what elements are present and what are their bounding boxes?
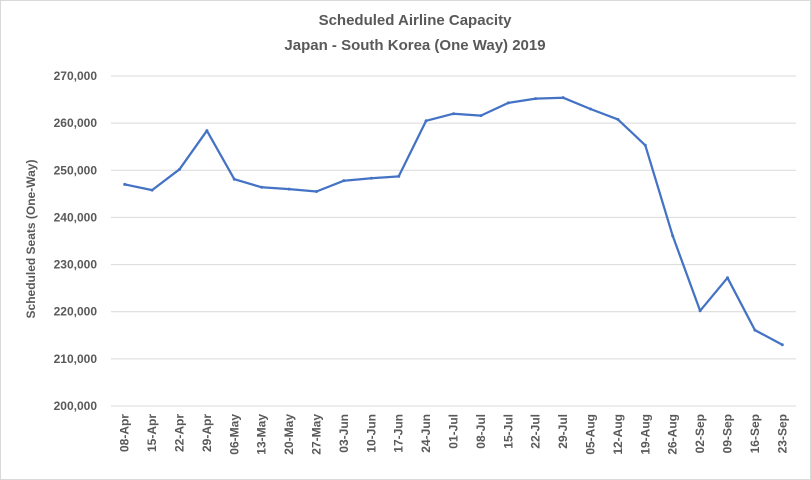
data-point	[780, 343, 784, 347]
x-tick-label: 05-Aug	[584, 414, 598, 455]
data-point	[123, 182, 127, 186]
data-point	[589, 107, 592, 111]
x-tick-label: 24-Jun	[419, 414, 433, 453]
series-line	[123, 96, 784, 346]
y-tick-label: 240,000	[54, 210, 98, 224]
chart-title: Scheduled Airline Capacity	[319, 12, 512, 29]
data-point	[534, 97, 538, 101]
data-point	[150, 188, 154, 192]
chart-subtitle: Japan - South Korea (One Way) 2019	[284, 37, 545, 54]
data-point	[205, 129, 209, 133]
x-tick-label: 06-May	[227, 414, 241, 455]
data-point	[260, 185, 264, 189]
x-tick-label: 22-Jul	[529, 414, 543, 449]
y-tick-label: 260,000	[54, 116, 98, 130]
data-point	[178, 167, 181, 171]
data-point	[342, 179, 346, 183]
y-tick-label: 200,000	[54, 399, 98, 413]
data-point	[479, 114, 483, 118]
x-tick-label: 08-Jul	[474, 414, 488, 449]
x-tick-label: 20-May	[282, 414, 296, 455]
data-point	[698, 309, 702, 313]
data-point	[424, 119, 428, 123]
x-tick-label: 22-Apr	[173, 414, 187, 452]
x-tick-label: 29-Apr	[200, 414, 214, 452]
data-point	[452, 112, 455, 116]
data-point	[561, 96, 565, 100]
gridlines	[111, 75, 796, 360]
data-point	[643, 143, 647, 147]
x-tick-label: 23-Sep	[775, 414, 789, 453]
data-point	[369, 176, 373, 180]
x-tick-label: 10-Jun	[364, 414, 378, 453]
x-tick-label: 15-Apr	[145, 414, 159, 452]
x-tick-label: 27-May	[310, 414, 324, 455]
x-tick-label: 01-Jul	[447, 414, 461, 449]
data-point	[315, 190, 318, 193]
y-tick-label: 230,000	[54, 258, 98, 272]
x-axis-ticks: 08-Apr 15-Apr 22-Apr 29-Apr 06-May 13-May 20-M…	[118, 414, 790, 455]
x-tick-label: 12-Aug	[611, 414, 625, 455]
data-point	[232, 177, 236, 181]
y-axis-ticks: 200,000 210,000 220,000 230,000 240,000 250,0…	[54, 69, 98, 413]
data-point	[726, 276, 729, 280]
series-layer	[123, 96, 784, 347]
x-tick-label: 17-Jun	[392, 414, 406, 453]
y-tick-label: 210,000	[54, 352, 98, 366]
x-tick-label: 26-Aug	[666, 414, 680, 455]
x-tick-label: 13-May	[255, 414, 269, 455]
data-point	[397, 174, 401, 178]
x-tick-label: 15-Jul	[501, 414, 515, 449]
data-point	[616, 117, 620, 121]
x-tick-label: 09-Sep	[721, 414, 735, 453]
data-point	[506, 101, 510, 105]
x-tick-label: 29-Jul	[556, 414, 570, 449]
y-tick-label: 220,000	[54, 305, 98, 319]
data-point	[753, 328, 757, 332]
x-tick-label: 19-Aug	[638, 414, 652, 455]
x-tick-label: 08-Apr	[118, 414, 132, 452]
data-point	[671, 234, 675, 238]
data-point	[287, 187, 291, 191]
x-tick-label: 03-Jun	[337, 414, 351, 453]
y-tick-label: 270,000	[54, 69, 98, 83]
x-tick-label: 02-Sep	[693, 414, 707, 453]
y-axis-label: Scheduled Seats (One-Way)	[24, 160, 38, 319]
x-tick-label: 16-Sep	[748, 414, 762, 453]
y-tick-label: 250,000	[54, 163, 98, 177]
